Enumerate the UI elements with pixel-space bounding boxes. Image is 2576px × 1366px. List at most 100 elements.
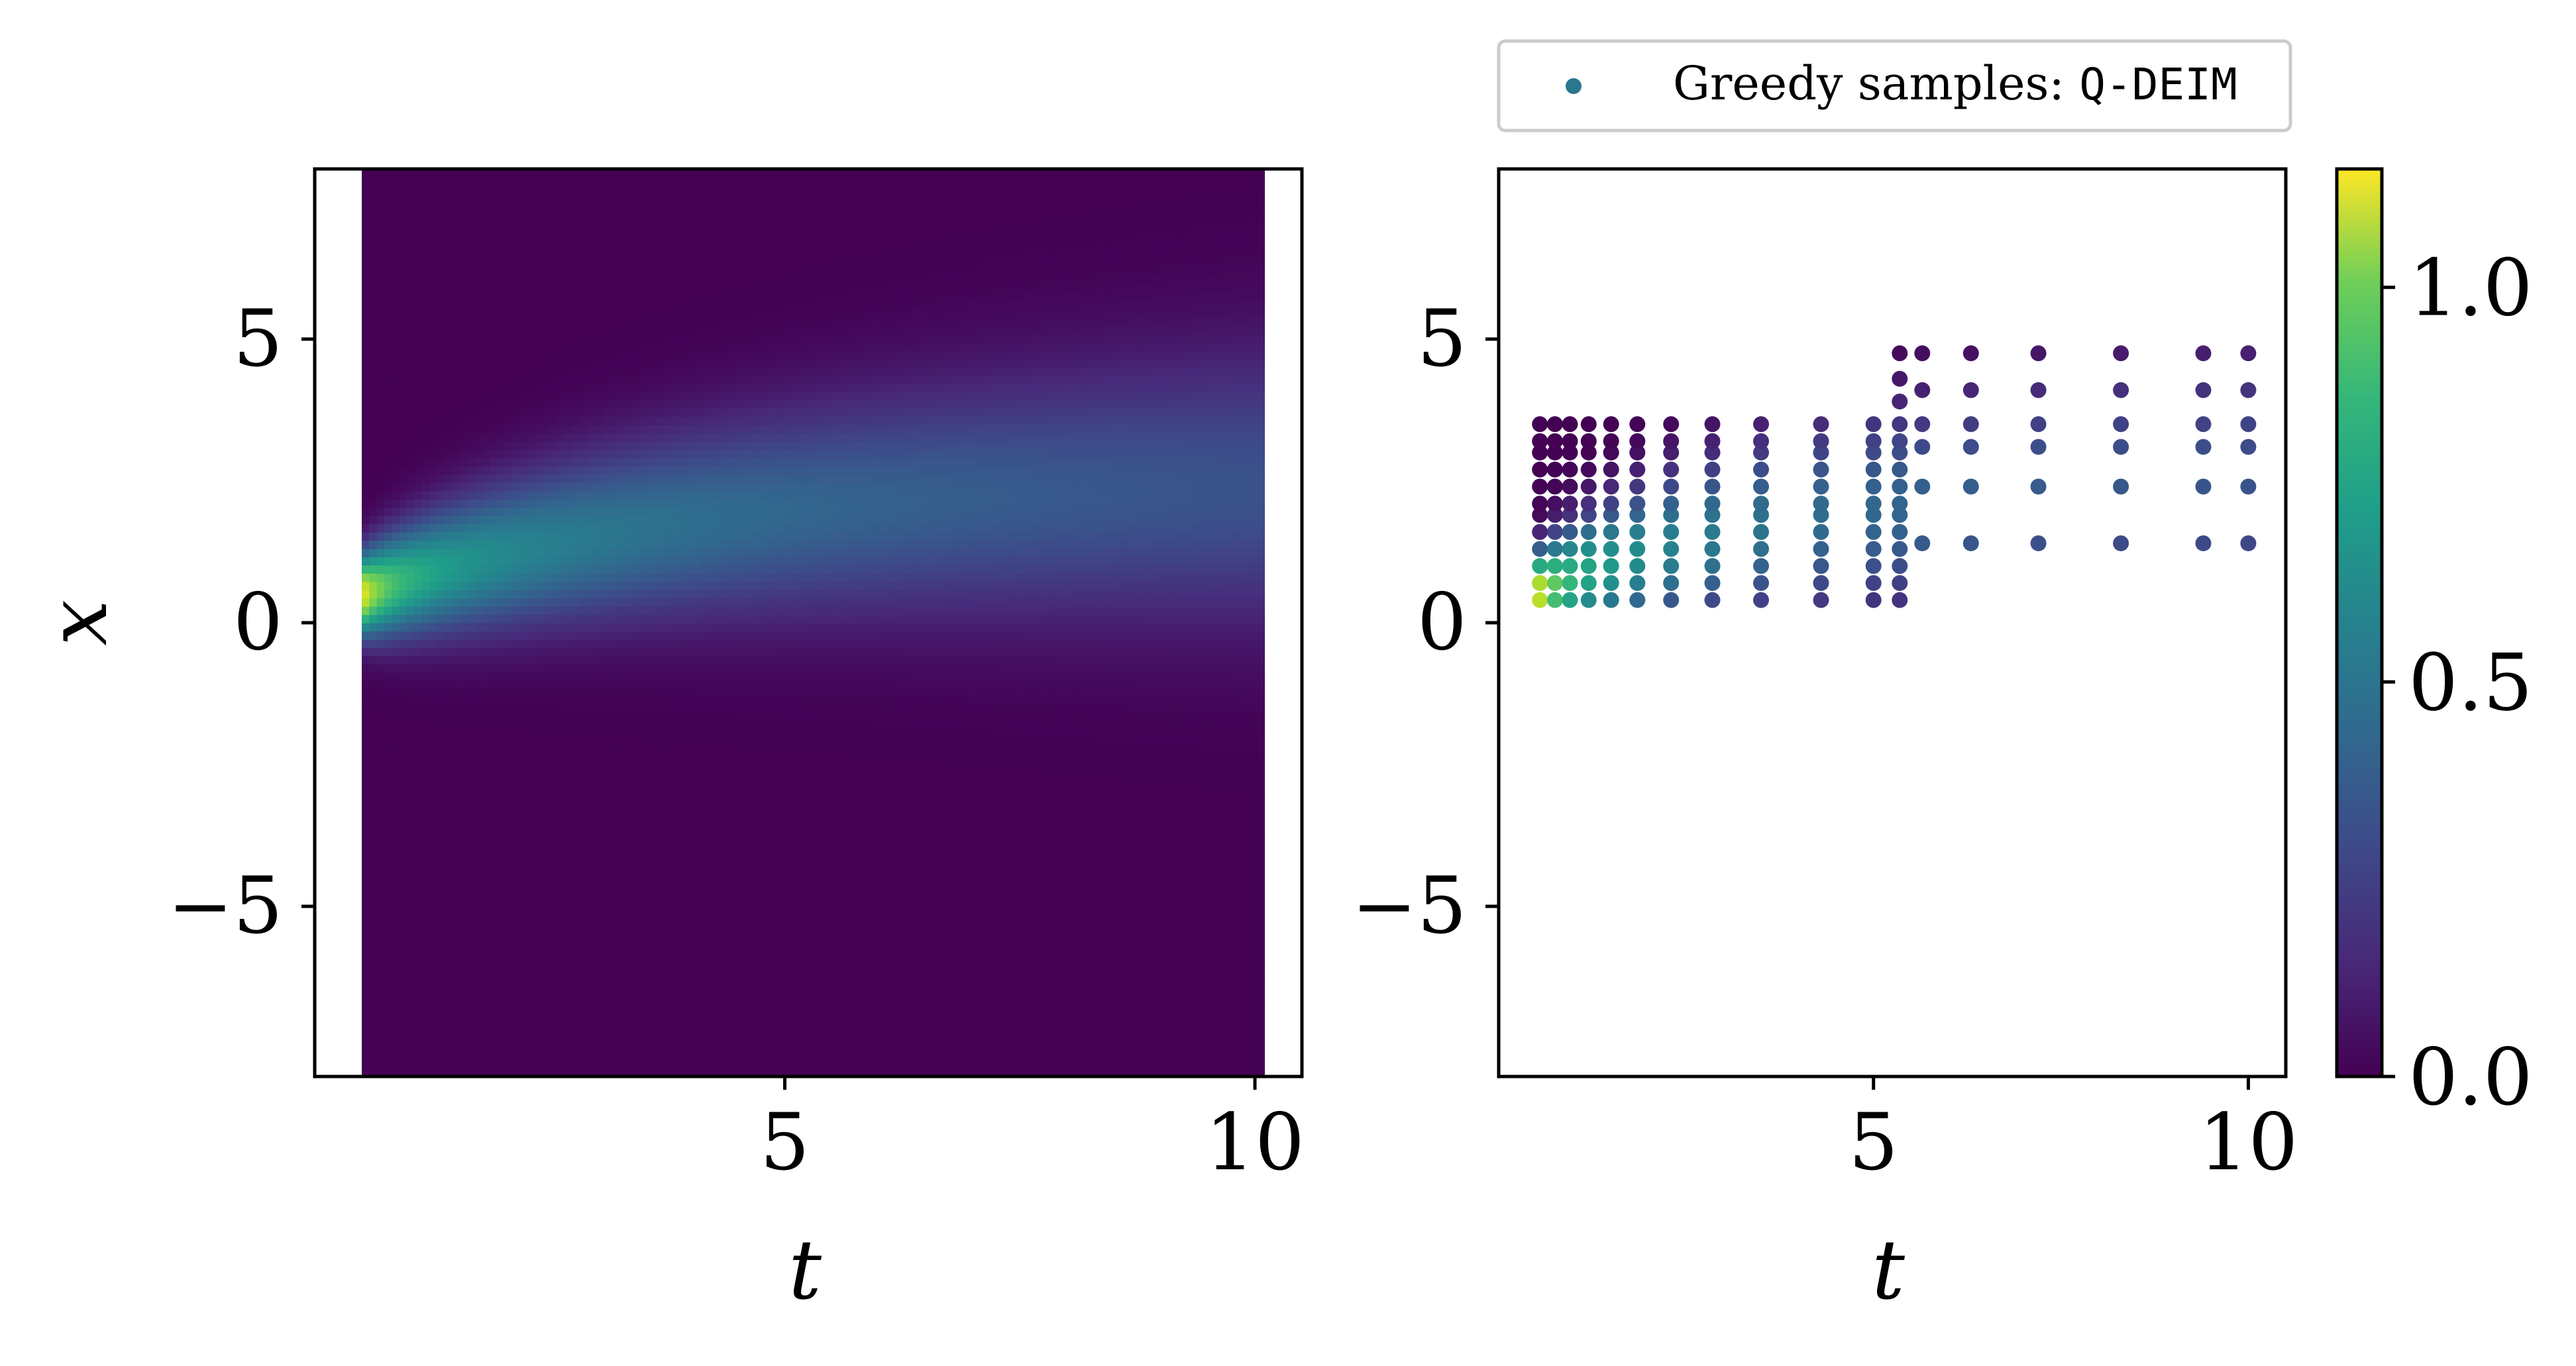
heatmap-cell <box>700 1010 708 1020</box>
heatmap-cell <box>429 755 438 764</box>
heatmap-cell <box>685 664 694 673</box>
heatmap-cell <box>557 466 566 475</box>
heatmap-cell <box>421 317 430 327</box>
heatmap-cell <box>572 837 580 847</box>
heatmap-cell <box>685 284 694 293</box>
heatmap-cell <box>564 639 573 649</box>
heatmap-cell <box>610 301 618 310</box>
heatmap-cell <box>542 820 551 830</box>
heatmap-cell <box>407 218 415 227</box>
heatmap-cell <box>685 474 694 484</box>
heatmap-cell <box>535 705 543 714</box>
heatmap-cell <box>692 977 701 986</box>
heatmap-cell <box>407 342 415 351</box>
heatmap-cell <box>384 251 393 260</box>
heatmap-cell <box>474 845 483 855</box>
heatmap-cell <box>557 672 566 681</box>
heatmap-cell <box>399 977 407 986</box>
heatmap-cell <box>392 919 400 929</box>
heatmap-cell <box>362 540 370 549</box>
heatmap-cell <box>557 647 566 657</box>
heatmap-cell <box>437 210 445 219</box>
heatmap-cell <box>572 862 580 871</box>
heatmap-cell <box>489 334 498 343</box>
heatmap-cell <box>399 598 407 607</box>
heatmap-cell <box>625 441 633 450</box>
heatmap-cell <box>414 1002 423 1012</box>
heatmap-cell <box>572 301 580 310</box>
heatmap-cell <box>384 705 393 714</box>
heatmap-cell <box>617 598 626 607</box>
heatmap-cell <box>527 927 535 937</box>
heatmap-cell <box>572 738 580 747</box>
heatmap-cell <box>655 969 663 978</box>
heatmap-cell <box>535 804 543 814</box>
heatmap-cell <box>587 540 596 549</box>
heatmap-cell <box>670 227 678 236</box>
heatmap-cell <box>594 853 604 863</box>
heatmap-cell <box>587 639 596 649</box>
heatmap-cell <box>512 655 521 665</box>
heatmap-cell <box>564 268 573 277</box>
heatmap-cell <box>474 1060 483 1069</box>
heatmap-cell <box>429 878 438 888</box>
heatmap-cell <box>459 953 468 962</box>
heatmap-cell <box>625 358 633 368</box>
heatmap-cell <box>474 1068 483 1077</box>
heatmap-cell <box>557 433 566 442</box>
heatmap-cell <box>572 515 580 525</box>
heatmap-cell <box>414 631 423 640</box>
heatmap-cell <box>497 210 506 219</box>
heatmap-cell <box>414 482 423 492</box>
heatmap-cell <box>572 647 580 657</box>
heatmap-cell <box>632 399 641 409</box>
heatmap-cell <box>421 366 430 376</box>
heatmap-cell <box>587 350 596 360</box>
heatmap-cell <box>602 1035 611 1044</box>
heatmap-cell <box>535 474 543 484</box>
heatmap-cell <box>632 243 641 252</box>
heatmap-cell <box>392 623 400 632</box>
heatmap-cell <box>692 870 701 879</box>
heatmap-cell <box>512 556 521 566</box>
heatmap-cell <box>549 292 558 302</box>
heatmap-cell <box>602 729 611 739</box>
heatmap-cell <box>429 1027 438 1036</box>
heatmap-cell <box>497 598 506 607</box>
heatmap-cell <box>632 210 641 219</box>
heatmap-cell <box>414 523 423 533</box>
heatmap-cell <box>647 804 656 814</box>
heatmap-cell <box>376 540 385 549</box>
heatmap-cell <box>663 1010 671 1020</box>
heatmap-cell <box>407 623 415 632</box>
heatmap-cell <box>482 606 490 615</box>
heatmap-cell <box>519 433 528 442</box>
heatmap-cell <box>640 350 649 360</box>
heatmap-cell <box>580 631 588 640</box>
heatmap-cell <box>549 474 558 484</box>
heatmap-cell <box>437 845 445 855</box>
heatmap-cell <box>617 325 626 335</box>
heatmap-cell <box>640 548 649 558</box>
heatmap-cell <box>362 416 370 425</box>
heatmap-cell <box>437 358 445 368</box>
heatmap-cell <box>474 788 483 797</box>
heatmap-cell <box>663 474 671 484</box>
heatmap-cell <box>369 358 378 368</box>
heatmap-cell <box>580 903 588 912</box>
heatmap-cell <box>692 1035 701 1044</box>
heatmap-cell <box>670 342 678 351</box>
heatmap-cell <box>685 523 694 533</box>
heatmap-cell <box>429 532 438 541</box>
heatmap-cell <box>504 870 513 879</box>
heatmap-cell <box>564 366 573 376</box>
heatmap-cell <box>535 499 543 508</box>
heatmap-cell <box>482 1027 490 1036</box>
heatmap-cell <box>602 433 611 442</box>
heatmap-cell <box>602 260 611 269</box>
heatmap-cell <box>655 738 663 747</box>
heatmap-cell <box>466 425 476 434</box>
heatmap-cell <box>692 697 701 706</box>
heatmap-cell <box>535 251 543 260</box>
heatmap-cell <box>670 433 678 442</box>
